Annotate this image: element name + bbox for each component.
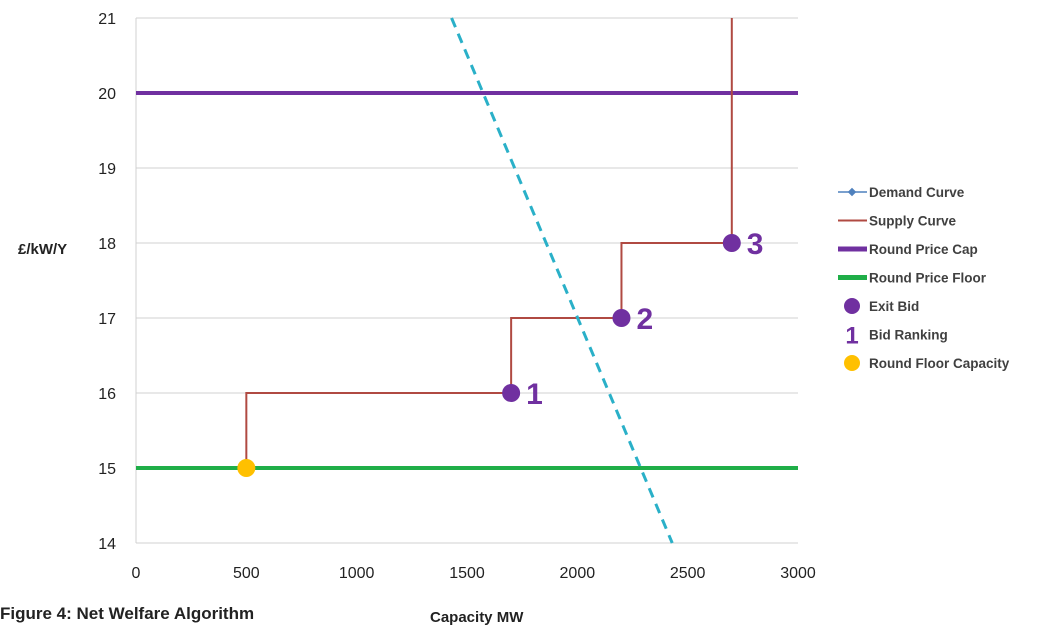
y-tick-label: 14 <box>98 536 116 553</box>
legend-item: Round Floor Capacity <box>844 355 1010 371</box>
legend-label: Round Price Floor <box>869 271 987 286</box>
exit-bid-marker <box>502 384 521 402</box>
y-tick-label: 19 <box>98 161 116 178</box>
legend-item: Supply Curve <box>838 214 957 229</box>
y-tick-label: 21 <box>98 11 116 28</box>
marker-layer: 1 2 3 <box>237 228 763 477</box>
x-tick-label: 3000 <box>780 565 816 582</box>
legend-label: Demand Curve <box>869 185 965 200</box>
legend: Demand Curve Supply Curve Round Price Cap R… <box>838 185 1010 371</box>
legend-label: Round Price Cap <box>869 242 978 257</box>
legend-item: 1 Bid Ranking <box>845 323 947 350</box>
legend-label: Round Floor Capacity <box>869 356 1010 371</box>
x-tick-label: 2500 <box>670 565 706 582</box>
y-axis-title: £/kW/Y <box>18 241 67 258</box>
legend-label: Supply Curve <box>869 214 957 229</box>
exit-bid-marker <box>722 234 741 252</box>
legend-label: Bid Ranking <box>869 328 948 343</box>
round-floor-capacity-marker <box>237 459 256 477</box>
legend-item: Exit Bid <box>844 298 919 314</box>
legend-swatch <box>844 298 860 314</box>
legend-item: Round Price Cap <box>838 242 978 257</box>
x-axis-title: Capacity MW <box>430 609 524 625</box>
legend-item: Round Price Floor <box>838 271 987 286</box>
legend-swatch-marker <box>847 187 857 197</box>
demand-curve <box>450 17 674 544</box>
legend-swatch <box>844 355 860 371</box>
bid-ranking-label: 2 <box>636 303 653 336</box>
series-layer <box>136 17 798 544</box>
figure-caption: Figure 4: Net Welfare Algorithm <box>0 604 255 623</box>
x-tick-label: 500 <box>233 565 260 582</box>
legend-label: Exit Bid <box>869 299 919 314</box>
y-tick-label: 17 <box>98 311 116 328</box>
y-tick-label: 18 <box>98 236 116 253</box>
x-tick-label: 0 <box>132 565 141 582</box>
legend-item: Demand Curve <box>838 185 965 200</box>
x-tick-label: 1000 <box>339 565 375 582</box>
bid-ranking-label: 1 <box>526 378 543 411</box>
x-tick-label: 2000 <box>560 565 596 582</box>
y-tick-label: 16 <box>98 386 116 403</box>
y-tick-label: 20 <box>98 86 116 103</box>
bid-ranking-label: 3 <box>747 228 764 261</box>
exit-bid-marker <box>612 309 631 327</box>
legend-swatch-text: 1 <box>845 323 858 350</box>
y-tick-label: 15 <box>98 461 116 478</box>
x-tick-label: 1500 <box>449 565 485 582</box>
supply-curve <box>245 18 733 468</box>
grid-lines <box>135 17 798 544</box>
